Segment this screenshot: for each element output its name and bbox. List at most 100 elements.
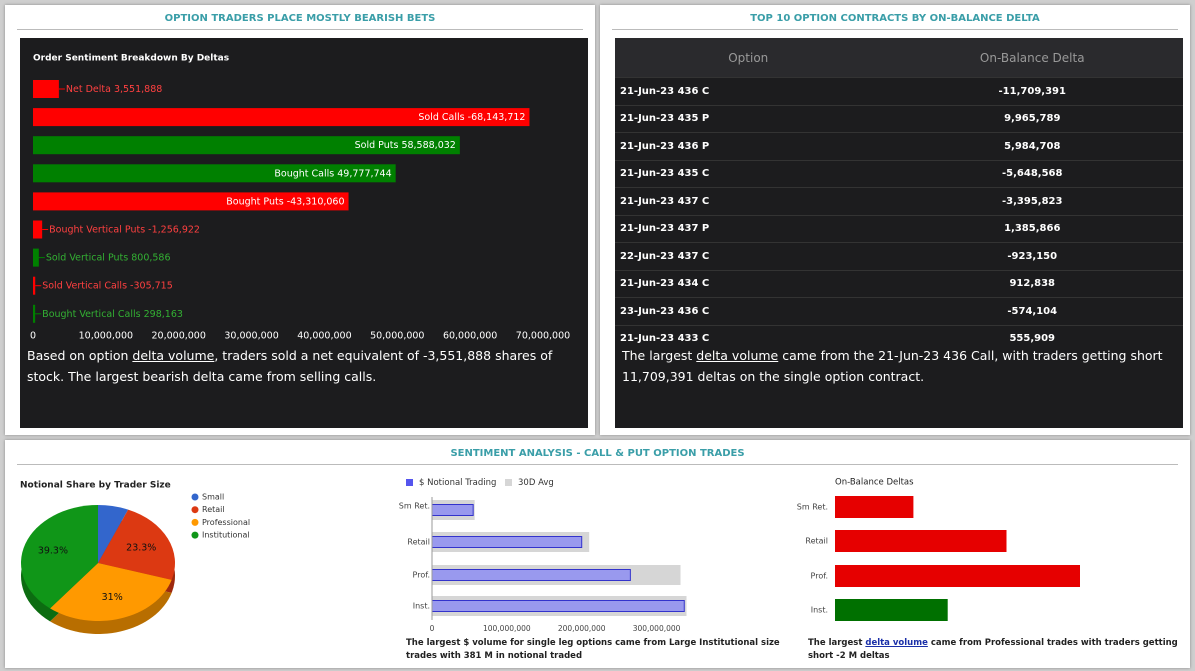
value: -43,310,060 <box>287 196 345 207</box>
y-tick-label: Prof. <box>413 571 430 580</box>
x-tick-label: 10,000,000 <box>79 331 133 342</box>
chart-title: On-Balance Deltas <box>835 478 914 488</box>
panel-title: OPTION TRADERS PLACE MOSTLY BEARISH BETS <box>164 13 436 24</box>
chart-area <box>20 38 588 428</box>
table-cell: 21-Jun-23 435 P <box>615 104 882 133</box>
legend-label: Small <box>202 493 224 502</box>
x-tick-label: 100,000,000 <box>483 624 531 633</box>
table-cell: -923,150 <box>881 242 1183 270</box>
y-tick-label: Inst. <box>811 606 828 615</box>
data-label: Sold Vertical Puts 800,586 <box>46 252 171 263</box>
bar <box>835 496 914 518</box>
table-area: Option On-Balance Delta 21-Jun-23 436 C -11… <box>615 38 1183 428</box>
bar <box>431 569 631 581</box>
legend-swatch <box>505 479 512 486</box>
table-row: 21-Jun-23 435 P 9,965,789 <box>615 104 1183 133</box>
table-cell: 22-Jun-23 437 C <box>615 242 882 270</box>
y-tick-label: Sm Ret. <box>399 502 430 511</box>
bar <box>33 164 396 183</box>
legend-swatch <box>406 479 413 486</box>
slice <box>21 505 98 609</box>
x-tick-label: 70,000,000 <box>516 331 570 342</box>
bar <box>33 276 36 295</box>
bar <box>431 600 685 612</box>
category: Sold Calls <box>418 112 464 123</box>
value: -305,715 <box>130 280 173 291</box>
table-row: 21-Jun-23 437 C -3,395,823 <box>615 187 1183 215</box>
bar <box>431 504 474 516</box>
table-cell: 21-Jun-23 435 C <box>615 159 882 188</box>
value: 3,551,888 <box>114 84 162 95</box>
category: Net Delta <box>66 84 111 95</box>
link[interactable]: delta volume <box>865 638 928 648</box>
bar <box>835 530 1007 552</box>
table-cell: 21-Jun-23 433 C <box>615 324 882 352</box>
caption: The largest $ volume for single leg opti… <box>406 637 786 663</box>
legend-swatch <box>191 493 199 501</box>
table-cell: -11,709,391 <box>881 77 1183 105</box>
bar <box>835 565 1080 587</box>
value: -1,256,922 <box>148 224 200 235</box>
bar <box>33 192 349 211</box>
x-tick-label: 40,000,000 <box>297 331 351 342</box>
value: -68,143,712 <box>468 112 526 123</box>
x-tick-label: 0 <box>430 624 435 633</box>
bar <box>33 80 59 98</box>
table-cell: -5,648,568 <box>881 159 1183 188</box>
data-label: Net Delta 3,551,888 <box>66 84 162 95</box>
text: The largest $ volume for single leg opti… <box>406 638 780 661</box>
text: came from Professional trades with trade… <box>808 638 1178 661</box>
y-tick-label: Prof. <box>811 572 828 581</box>
table-row: 21-Jun-23 435 C -5,648,568 <box>615 159 1183 188</box>
category: Sold Puts <box>355 140 399 151</box>
y-tick-label: Inst. <box>413 602 430 611</box>
text: Based on option <box>27 348 133 363</box>
table-cell: 21-Jun-23 436 C <box>615 77 882 105</box>
chart-title: Order Sentiment Breakdown By Deltas <box>33 54 229 64</box>
bar <box>33 220 43 239</box>
link[interactable]: delta volume <box>696 348 779 363</box>
panel-title: TOP 10 OPTION CONTRACTS BY ON-BALANCE DE… <box>750 13 1040 24</box>
data-label: Bought Vertical Calls 298,163 <box>42 308 183 319</box>
table-cell: 21-Jun-23 434 C <box>615 269 882 298</box>
x-tick-label: 20,000,000 <box>152 331 206 342</box>
x-tick-label: 30,000,000 <box>224 331 278 342</box>
bar <box>33 304 36 323</box>
category: Bought Calls <box>274 168 334 179</box>
bar <box>33 248 39 267</box>
category: Bought Vertical Puts <box>49 224 145 235</box>
table-row: 23-Jun-23 436 C -574,104 <box>615 297 1183 325</box>
table-cell: 21-Jun-23 437 C <box>615 187 882 215</box>
text: The largest <box>622 348 697 363</box>
data-label: 23.3% <box>126 542 156 553</box>
x-tick-label: 50,000,000 <box>370 331 424 342</box>
table-cell: 23-Jun-23 436 C <box>615 297 882 325</box>
bar <box>835 599 948 621</box>
panel: OPTION TRADERS PLACE MOSTLY BEARISH BETS… <box>5 5 595 435</box>
summary: Based on option delta volume, traders so… <box>27 345 577 387</box>
table-cell: 9,965,789 <box>881 104 1183 133</box>
value: 298,163 <box>144 308 183 319</box>
table-cell: 5,984,708 <box>881 132 1183 160</box>
x-tick-label: 60,000,000 <box>443 331 497 342</box>
y-tick-label: Retail <box>407 538 430 547</box>
rule <box>612 29 1178 30</box>
table-row: 21-Jun-23 434 C 912,838 <box>615 269 1183 298</box>
legend-label: 30D Avg <box>518 478 554 488</box>
value: 800,586 <box>131 252 170 263</box>
legend-swatch <box>191 518 199 526</box>
panel-title: SENTIMENT ANALYSIS - CALL & PUT OPTION T… <box>450 448 745 459</box>
link[interactable]: delta volume <box>132 348 215 363</box>
category: Sold Vertical Puts <box>46 252 128 263</box>
value: 58,588,032 <box>401 140 455 151</box>
data-label: Sold Calls -68,143,712 <box>418 112 525 123</box>
table-row: 22-Jun-23 437 C -923,150 <box>615 242 1183 270</box>
bar <box>33 108 530 127</box>
text: The largest <box>808 638 866 648</box>
header-row: Option On-Balance Delta <box>615 38 1183 78</box>
caption: The largest delta volume came from Profe… <box>808 637 1178 663</box>
legend-swatch <box>191 531 199 539</box>
column-header: Option <box>615 38 882 78</box>
data-label: 31% <box>102 592 123 603</box>
